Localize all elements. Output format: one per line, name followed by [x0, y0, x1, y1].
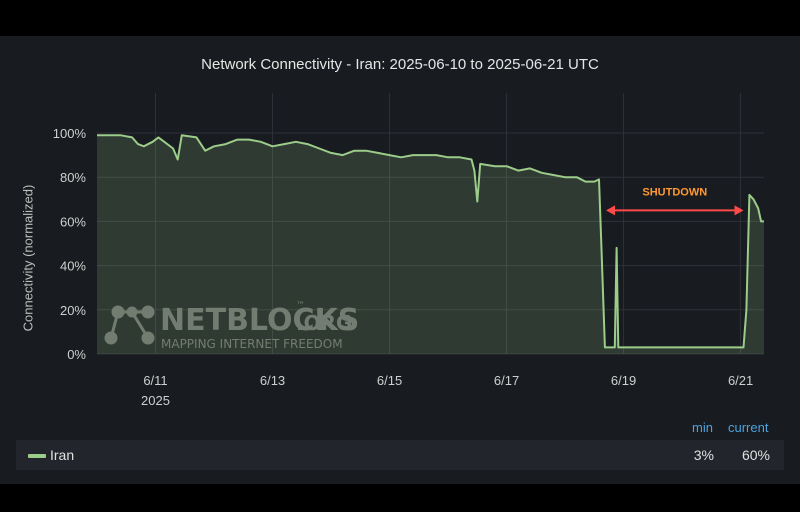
watermark-brand: NETBLOCKS	[160, 303, 359, 338]
watermark-tm: ™	[296, 301, 305, 311]
series-area	[97, 135, 764, 354]
shutdown-arrow-right-head	[734, 205, 744, 216]
x-tick-label: 6/11	[143, 373, 167, 388]
legend-current-value: 60%	[741, 447, 770, 463]
x-tick-label: 6/17	[494, 373, 519, 388]
annotation-layer: SHUTDOWN	[606, 186, 744, 216]
shutdown-arrow-left-head	[606, 205, 616, 216]
y-tick-label: 0%	[67, 347, 86, 362]
x-tick-label: 6/15	[377, 373, 402, 388]
grid-lines	[97, 93, 764, 355]
y-tick-label: 60%	[60, 214, 86, 229]
legend-row[interactable]: Iran 3% 60%	[16, 440, 784, 470]
y-tick-label: 100%	[53, 126, 87, 141]
chart-title: Network Connectivity - Iran: 2025-06-10 …	[201, 56, 599, 73]
chart-panel: Network Connectivity - Iran: 2025-06-10 …	[0, 36, 800, 484]
y-tick-label: 40%	[60, 259, 86, 274]
legend-header-min[interactable]: min	[692, 420, 713, 435]
series-layer	[97, 134, 764, 354]
legend-swatch	[28, 454, 46, 458]
netblocks-watermark: NETBLOCKS .ORG ™ MAPPING INTERNET FREEDO…	[104, 301, 359, 351]
watermark-suffix: .ORG	[296, 311, 352, 335]
legend-min-value: 3%	[693, 447, 714, 463]
connectivity-chart: NETBLOCKS .ORG ™ MAPPING INTERNET FREEDO…	[53, 93, 764, 408]
x-tick-label: 6/13	[260, 373, 285, 388]
netblocks-logo-icon	[104, 305, 155, 345]
x-tick-label: 6/19	[611, 373, 636, 388]
shutdown-label: SHUTDOWN	[642, 186, 707, 198]
watermark-tagline: MAPPING INTERNET FREEDOM	[161, 337, 343, 351]
legend-series-name[interactable]: Iran	[50, 447, 75, 463]
legend-header-current[interactable]: current	[728, 420, 769, 435]
x-tick-sublabel: 2025	[141, 393, 170, 408]
y-tick-label: 20%	[60, 303, 86, 318]
axis-ticks: 0% 20% 40% 60% 80% 100% 6/11 2025 6/13 6/15 6/17 6/…	[53, 126, 754, 408]
x-tick-label: 6/21	[728, 373, 753, 388]
y-tick-label: 80%	[60, 170, 86, 185]
series-line	[97, 134, 764, 349]
